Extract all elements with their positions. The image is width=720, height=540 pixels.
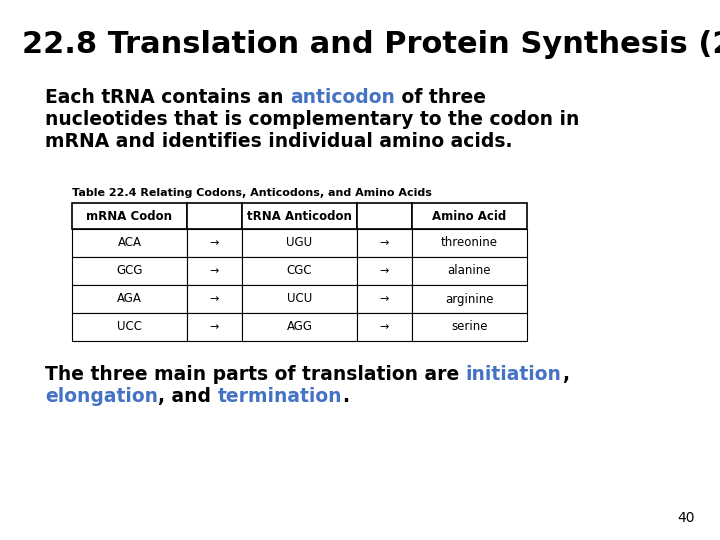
Bar bbox=[357, 257, 412, 285]
Text: 40: 40 bbox=[678, 511, 695, 525]
Bar bbox=[187, 203, 242, 229]
Bar bbox=[357, 285, 412, 313]
Text: RNA contains an: RNA contains an bbox=[110, 88, 290, 107]
Text: Amino Acid: Amino Acid bbox=[433, 210, 507, 222]
Bar bbox=[412, 229, 527, 257]
Text: mRNA and identifies individual amino acids.: mRNA and identifies individual amino aci… bbox=[45, 132, 513, 151]
Text: Each t: Each t bbox=[45, 88, 110, 107]
Text: alanine: alanine bbox=[448, 265, 491, 278]
Text: →: → bbox=[210, 294, 219, 304]
Text: →: → bbox=[210, 322, 219, 332]
Text: AGG: AGG bbox=[287, 321, 312, 334]
Text: CGC: CGC bbox=[287, 265, 312, 278]
Text: anticodon: anticodon bbox=[290, 88, 395, 107]
Bar bbox=[72, 313, 187, 341]
Bar bbox=[357, 203, 412, 229]
Text: termination: termination bbox=[217, 387, 342, 406]
Bar bbox=[72, 229, 187, 257]
Text: UCU: UCU bbox=[287, 293, 312, 306]
Text: →: → bbox=[380, 294, 390, 304]
Bar bbox=[412, 285, 527, 313]
Bar bbox=[242, 313, 357, 341]
Bar bbox=[242, 257, 357, 285]
Text: serine: serine bbox=[451, 321, 487, 334]
Text: initiation: initiation bbox=[466, 365, 562, 384]
Text: arginine: arginine bbox=[445, 293, 494, 306]
Text: The three main parts of translation are: The three main parts of translation are bbox=[45, 365, 466, 384]
Bar bbox=[357, 313, 412, 341]
Text: nucleotides that is complementary to the codon in: nucleotides that is complementary to the… bbox=[45, 110, 580, 129]
Bar bbox=[242, 229, 357, 257]
Text: 22.8 Translation and Protein Synthesis (2): 22.8 Translation and Protein Synthesis (… bbox=[22, 30, 720, 59]
Bar bbox=[357, 229, 412, 257]
Text: ,: , bbox=[562, 365, 569, 384]
Bar bbox=[412, 313, 527, 341]
Text: →: → bbox=[210, 266, 219, 276]
Text: GCG: GCG bbox=[116, 265, 143, 278]
Text: ACA: ACA bbox=[117, 237, 142, 249]
Bar bbox=[242, 203, 357, 229]
Text: UGU: UGU bbox=[287, 237, 312, 249]
Text: →: → bbox=[380, 322, 390, 332]
Text: elongation: elongation bbox=[45, 387, 158, 406]
Bar bbox=[72, 257, 187, 285]
Bar bbox=[72, 285, 187, 313]
Bar bbox=[242, 285, 357, 313]
Text: →: → bbox=[380, 238, 390, 248]
Text: tRNA Anticodon: tRNA Anticodon bbox=[247, 210, 352, 222]
Text: UCC: UCC bbox=[117, 321, 142, 334]
Bar bbox=[412, 257, 527, 285]
Bar bbox=[187, 313, 242, 341]
Text: threonine: threonine bbox=[441, 237, 498, 249]
Bar bbox=[187, 229, 242, 257]
Text: AGA: AGA bbox=[117, 293, 142, 306]
Bar bbox=[72, 203, 187, 229]
Text: .: . bbox=[342, 387, 349, 406]
Text: Table 22.4 Relating Codons, Anticodons, and Amino Acids: Table 22.4 Relating Codons, Anticodons, … bbox=[72, 188, 432, 198]
Text: , and: , and bbox=[158, 387, 217, 406]
Text: →: → bbox=[380, 266, 390, 276]
Text: of three: of three bbox=[395, 88, 486, 107]
Text: mRNA Codon: mRNA Codon bbox=[86, 210, 173, 222]
Bar bbox=[187, 257, 242, 285]
Text: →: → bbox=[210, 238, 219, 248]
Bar bbox=[412, 203, 527, 229]
Bar bbox=[187, 285, 242, 313]
